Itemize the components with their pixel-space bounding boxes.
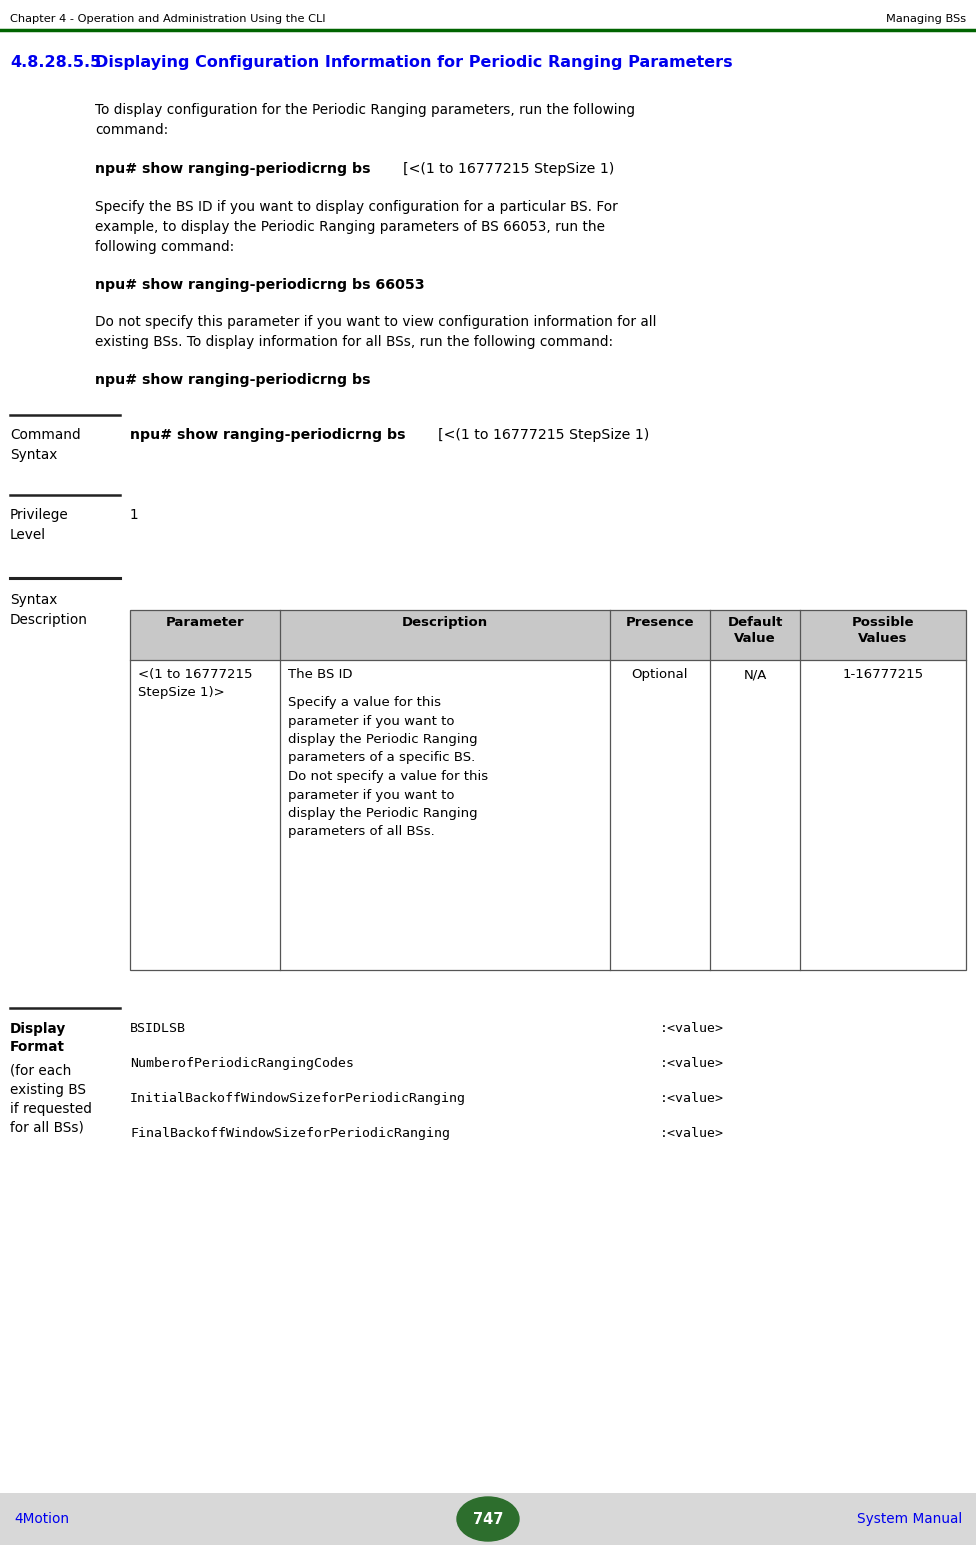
Text: npu# show ranging-periodicrng bs: npu# show ranging-periodicrng bs: [95, 372, 371, 386]
Text: Format: Format: [10, 1040, 65, 1054]
Text: N/A: N/A: [744, 667, 767, 681]
Text: Chapter 4 - Operation and Administration Using the CLI: Chapter 4 - Operation and Administration…: [10, 14, 326, 25]
Text: Privilege: Privilege: [10, 508, 68, 522]
Text: Command: Command: [10, 428, 81, 442]
Text: Presence: Presence: [626, 616, 694, 629]
Text: 1-16777215: 1-16777215: [842, 667, 923, 681]
Text: FinalBackoffWindowSizeforPeriodicRanging: FinalBackoffWindowSizeforPeriodicRanging: [130, 1126, 450, 1140]
Text: Specify the BS ID if you want to display configuration for a particular BS. For: Specify the BS ID if you want to display…: [95, 199, 618, 215]
Text: Syntax: Syntax: [10, 593, 58, 607]
Text: Syntax: Syntax: [10, 448, 58, 462]
Text: Default
Value: Default Value: [727, 616, 783, 646]
Text: Managing BSs: Managing BSs: [886, 14, 966, 25]
Text: InitialBackoffWindowSizeforPeriodicRanging: InitialBackoffWindowSizeforPeriodicRangi…: [130, 1092, 466, 1105]
Text: following command:: following command:: [95, 239, 234, 253]
Text: 4.8.28.5.5: 4.8.28.5.5: [10, 56, 102, 70]
Text: Parameter: Parameter: [166, 616, 244, 629]
Text: Possible
Values: Possible Values: [852, 616, 915, 646]
Text: The BS ID: The BS ID: [288, 667, 352, 681]
Text: <(1 to 16777215
StepSize 1)>: <(1 to 16777215 StepSize 1)>: [138, 667, 253, 698]
Text: Description: Description: [402, 616, 488, 629]
Text: npu# show ranging-periodicrng bs: npu# show ranging-periodicrng bs: [95, 162, 376, 176]
Text: To display configuration for the Periodic Ranging parameters, run the following: To display configuration for the Periodi…: [95, 104, 635, 117]
Text: Optional: Optional: [631, 667, 688, 681]
Text: Display: Display: [10, 1021, 66, 1037]
Text: System Manual: System Manual: [857, 1513, 962, 1526]
Text: :<value>: :<value>: [660, 1126, 724, 1140]
Ellipse shape: [457, 1497, 519, 1540]
Text: Specify a value for this
parameter if you want to
display the Periodic Ranging
p: Specify a value for this parameter if yo…: [288, 695, 488, 839]
Text: 747: 747: [472, 1511, 504, 1526]
Text: :<value>: :<value>: [660, 1021, 724, 1035]
Text: Description: Description: [10, 613, 88, 627]
Text: (for each
existing BS
if requested
for all BSs): (for each existing BS if requested for a…: [10, 1065, 92, 1136]
Text: Level: Level: [10, 528, 46, 542]
Text: :<value>: :<value>: [660, 1057, 724, 1071]
Text: NumberofPeriodicRangingCodes: NumberofPeriodicRangingCodes: [130, 1057, 354, 1071]
Text: command:: command:: [95, 124, 168, 138]
Text: Displaying Configuration Information for Periodic Ranging Parameters: Displaying Configuration Information for…: [95, 56, 733, 70]
Text: npu# show ranging-periodicrng bs: npu# show ranging-periodicrng bs: [130, 428, 410, 442]
Text: 4Motion: 4Motion: [14, 1513, 69, 1526]
FancyBboxPatch shape: [0, 1492, 976, 1545]
FancyBboxPatch shape: [130, 610, 966, 660]
Text: example, to display the Periodic Ranging parameters of BS 66053, run the: example, to display the Periodic Ranging…: [95, 219, 605, 233]
Text: npu# show ranging-periodicrng bs 66053: npu# show ranging-periodicrng bs 66053: [95, 278, 425, 292]
Text: [<(1 to 16777215 StepSize 1): [<(1 to 16777215 StepSize 1): [438, 428, 649, 442]
Text: Do not specify this parameter if you want to view configuration information for : Do not specify this parameter if you wan…: [95, 315, 657, 329]
Text: BSIDLSB: BSIDLSB: [130, 1021, 186, 1035]
Text: :<value>: :<value>: [660, 1092, 724, 1105]
Text: existing BSs. To display information for all BSs, run the following command:: existing BSs. To display information for…: [95, 335, 613, 349]
Text: 1: 1: [130, 508, 139, 522]
Text: [<(1 to 16777215 StepSize 1): [<(1 to 16777215 StepSize 1): [403, 162, 614, 176]
